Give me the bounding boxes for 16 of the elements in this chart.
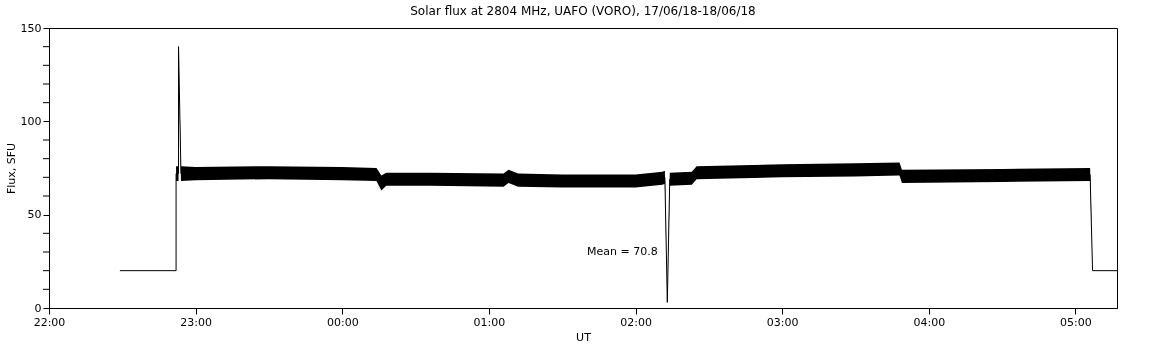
x-tick-label: 23:00: [180, 315, 212, 329]
x-tick-label: 03:00: [766, 315, 799, 329]
y-axis-title: Flux, SFU: [4, 142, 18, 195]
x-tick-label: 02:00: [620, 315, 652, 329]
y-tick-label: 0: [34, 301, 42, 315]
x-tick-label: 00:00: [326, 315, 359, 329]
y-tick-label: 100: [20, 114, 42, 128]
x-tick-label: 04:00: [913, 315, 946, 329]
x-tick-label: 05:00: [1060, 315, 1092, 329]
y-tick-label: 50: [27, 208, 42, 222]
x-tick-label: 22:00: [33, 315, 66, 329]
annotation: Mean = 70.8: [587, 245, 658, 258]
y-tick-label: 150: [20, 21, 42, 35]
x-axis-title: UT: [576, 330, 592, 344]
x-tick-label: 01:00: [473, 315, 506, 329]
chart-title: Solar flux at 2804 MHz, UAFO (VORO), 17/06/18-18/06/18: [410, 4, 756, 18]
